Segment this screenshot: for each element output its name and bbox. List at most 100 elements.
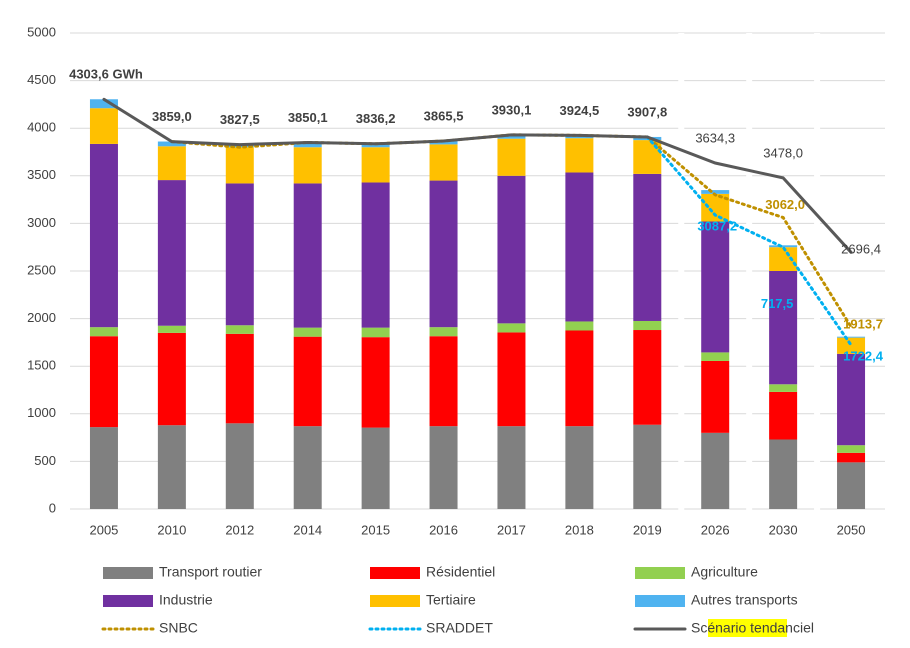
- y-tick-label: 4500: [27, 72, 56, 87]
- value-label: 1913,7: [843, 316, 883, 331]
- bar-segment: [497, 323, 526, 333]
- bar-segment: [429, 144, 458, 181]
- value-label: 3836,2: [356, 111, 396, 126]
- bar-segment: [429, 327, 458, 337]
- bar-segment: [361, 143, 390, 148]
- bar-segment: [769, 391, 798, 440]
- x-tick-label: 2030: [769, 522, 798, 537]
- bar-segment: [565, 172, 594, 322]
- y-tick-label: 4000: [27, 120, 56, 135]
- legend-label: SRADDET: [426, 620, 493, 636]
- value-label: 3865,5: [424, 108, 464, 123]
- legend-label: Tertiaire: [426, 592, 476, 608]
- y-tick-label: 500: [34, 453, 56, 468]
- x-tick-label: 2016: [429, 522, 458, 537]
- bar-segment: [157, 325, 186, 333]
- legend-label: Industrie: [159, 592, 213, 608]
- value-label: 3859,0: [152, 109, 192, 124]
- bar-segment: [565, 330, 594, 427]
- x-tick-label: 2012: [225, 522, 254, 537]
- bar-segment: [837, 336, 866, 338]
- bar-segment: [225, 333, 254, 424]
- y-tick-label: 3500: [27, 167, 56, 182]
- legend-swatch: [635, 595, 685, 607]
- bar-segment: [497, 134, 526, 139]
- bar-segment: [837, 462, 866, 509]
- x-tick-label: 2005: [89, 522, 118, 537]
- legend-label: SNBC: [159, 620, 198, 636]
- bar-segment: [701, 432, 730, 509]
- legend-swatch: [635, 567, 685, 579]
- legend-label: Résidentiel: [426, 564, 495, 580]
- bar-segment: [293, 147, 322, 184]
- value-label: 3062,0: [765, 197, 805, 212]
- bar-segment: [225, 325, 254, 334]
- legend-swatch: [103, 595, 153, 607]
- bar-segment: [837, 337, 866, 354]
- value-label: 3907,8: [627, 104, 667, 119]
- bar-segment: [497, 175, 526, 324]
- bar-segment: [497, 138, 526, 176]
- x-tick-label: 2026: [701, 522, 730, 537]
- y-tick-label: 0: [49, 500, 56, 515]
- bar-segment: [293, 183, 322, 328]
- value-label: 3924,5: [559, 103, 599, 118]
- y-tick-label: 1500: [27, 358, 56, 373]
- bar-segment: [89, 327, 118, 337]
- y-tick-label: 5000: [27, 24, 56, 39]
- value-label: 1722,4: [843, 348, 884, 363]
- bar-segment: [429, 426, 458, 509]
- bar-segment: [293, 336, 322, 427]
- bar-segment: [769, 271, 798, 385]
- legend-label: Autres transports: [691, 592, 798, 608]
- bar-segment: [157, 180, 186, 326]
- bar-segment: [293, 426, 322, 509]
- legend-label: Transport routier: [159, 564, 262, 580]
- bar-segment: [565, 138, 594, 173]
- x-tick-label: 2010: [157, 522, 186, 537]
- bar-segment: [633, 330, 662, 425]
- bar-segment: [633, 320, 662, 331]
- bar-segment: [361, 147, 390, 183]
- bar-segment: [361, 337, 390, 428]
- bar-segment: [361, 327, 390, 338]
- bar-segment: [89, 143, 118, 328]
- legend-swatch: [370, 595, 420, 607]
- bar-segment: [633, 424, 662, 509]
- bar-segment: [293, 327, 322, 337]
- bar-segment: [701, 352, 730, 361]
- value-label: 4303,6 GWh: [69, 67, 143, 82]
- value-label: 3827,5: [220, 112, 260, 127]
- bar-segment: [225, 147, 254, 184]
- bar-segment: [701, 190, 730, 194]
- y-tick-label: 2000: [27, 310, 56, 325]
- bar-segment: [429, 180, 458, 328]
- x-tick-label: 2018: [565, 522, 594, 537]
- annotation: 717,5: [761, 296, 794, 311]
- bar-segment: [769, 384, 798, 392]
- line-series: [102, 97, 853, 254]
- legend-swatch: [370, 567, 420, 579]
- bar-segment: [361, 182, 390, 328]
- y-tick-label: 1000: [27, 405, 56, 420]
- x-tick-label: 2015: [361, 522, 390, 537]
- x-tick-label: 2017: [497, 522, 526, 537]
- bar-segment: [429, 336, 458, 427]
- bar-segment: [89, 336, 118, 428]
- bar-segment: [361, 427, 390, 509]
- legend-highlight: [708, 619, 787, 637]
- value-label: 2696,4: [841, 242, 881, 257]
- bar-segment: [701, 360, 730, 433]
- x-tick-label: 2019: [633, 522, 662, 537]
- bar-segment: [497, 426, 526, 509]
- bar-segment: [633, 173, 662, 321]
- bar-segment: [429, 141, 458, 145]
- bar-segment: [769, 439, 798, 509]
- bar-segment: [157, 141, 186, 147]
- bar-segment: [837, 452, 866, 463]
- value-label: 3478,0: [763, 145, 803, 160]
- bar-segment: [769, 245, 798, 248]
- bar-segment: [565, 426, 594, 509]
- bar-segment: [89, 427, 118, 509]
